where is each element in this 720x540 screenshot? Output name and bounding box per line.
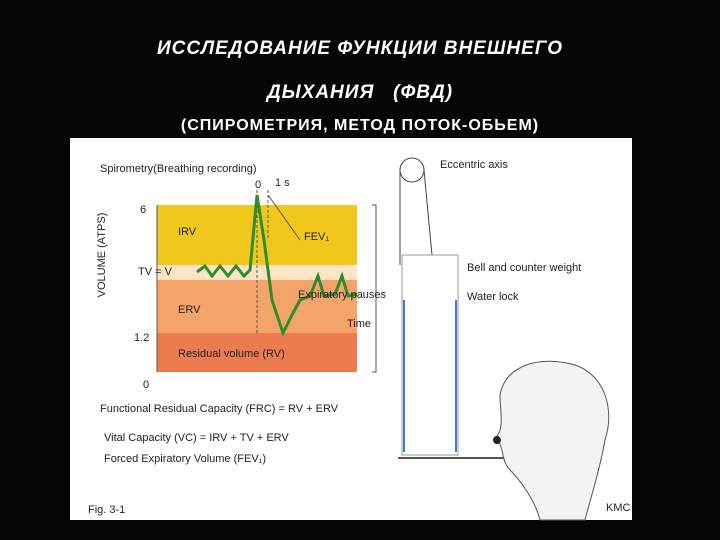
y-label: 0 bbox=[143, 379, 149, 391]
figure-title: Spirometry(Breathing recording) bbox=[100, 163, 257, 175]
definition: Functional Residual Capacity (FRC) = RV … bbox=[100, 403, 339, 415]
subtitle: (СПИРОМЕТРИЯ, МЕТОД ПОТОК-ОБЬЕМ) bbox=[181, 117, 539, 134]
apparatus-label: Water lock bbox=[467, 291, 519, 303]
zone-label: TV = V bbox=[138, 266, 173, 278]
credit: KMC bbox=[606, 502, 631, 514]
title: ДЫХАНИЯ (ФВД) bbox=[265, 82, 453, 103]
zone-label: Time bbox=[347, 318, 371, 330]
apparatus-label: Eccentric axis bbox=[440, 159, 508, 171]
zone-label: ERV bbox=[178, 304, 201, 316]
zone-label: FEV₁ bbox=[304, 231, 329, 243]
title: ИССЛЕДОВАНИЕ ФУНКЦИИ ВНЕШНЕГО bbox=[157, 38, 563, 59]
rv-zone bbox=[157, 333, 357, 372]
time-unit: 1 s bbox=[275, 177, 290, 189]
mouthpiece bbox=[493, 436, 501, 444]
zone-label: Residual volume (RV) bbox=[178, 348, 285, 360]
y-label: 6 bbox=[140, 204, 146, 216]
definition: Vital Capacity (VC) = IRV + TV + ERV bbox=[104, 432, 289, 444]
apparatus-label: Bell and counter weight bbox=[467, 262, 581, 274]
y-axis-label: VOLUME (ATPS) bbox=[96, 213, 108, 298]
fev-line bbox=[267, 194, 301, 241]
breathing-trace bbox=[196, 194, 358, 337]
caption: Fig. 3-1 bbox=[88, 504, 125, 516]
zone-label: Expiratory pauses bbox=[298, 289, 387, 301]
cable bbox=[423, 169, 433, 256]
bell bbox=[401, 254, 459, 456]
time-zero: 0 bbox=[255, 179, 261, 191]
y-label: 1.2 bbox=[134, 332, 149, 344]
bracket bbox=[372, 204, 377, 373]
definition: Forced Expiratory Volume (FEV₁) bbox=[104, 453, 266, 465]
zone-label: IRV bbox=[178, 226, 197, 238]
